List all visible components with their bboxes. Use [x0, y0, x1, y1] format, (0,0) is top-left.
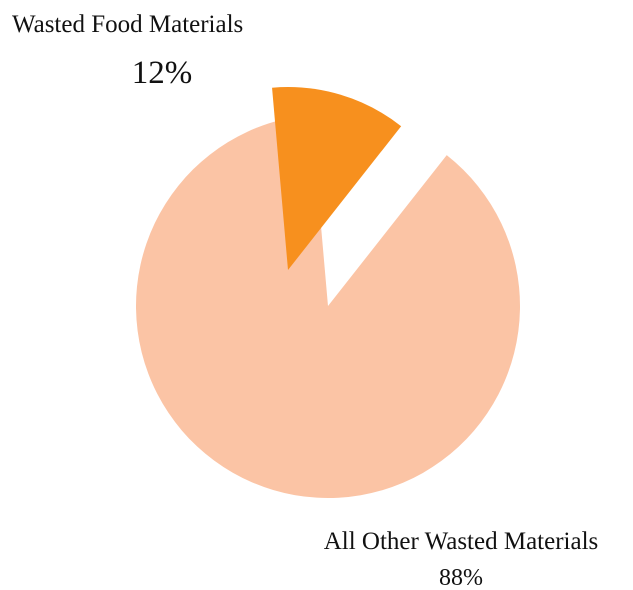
slice-label-food: Wasted Food Materials	[12, 11, 243, 38]
pie-slice-wasted-food-materials	[272, 87, 402, 271]
slice-label-other: All Other Wasted Materials	[324, 528, 599, 555]
pie-slice-all-other-wasted-materials	[136, 114, 520, 499]
slice-value-other: 88%	[439, 565, 483, 590]
pie-slices	[136, 87, 520, 499]
slice-value-food: 12%	[132, 55, 193, 91]
